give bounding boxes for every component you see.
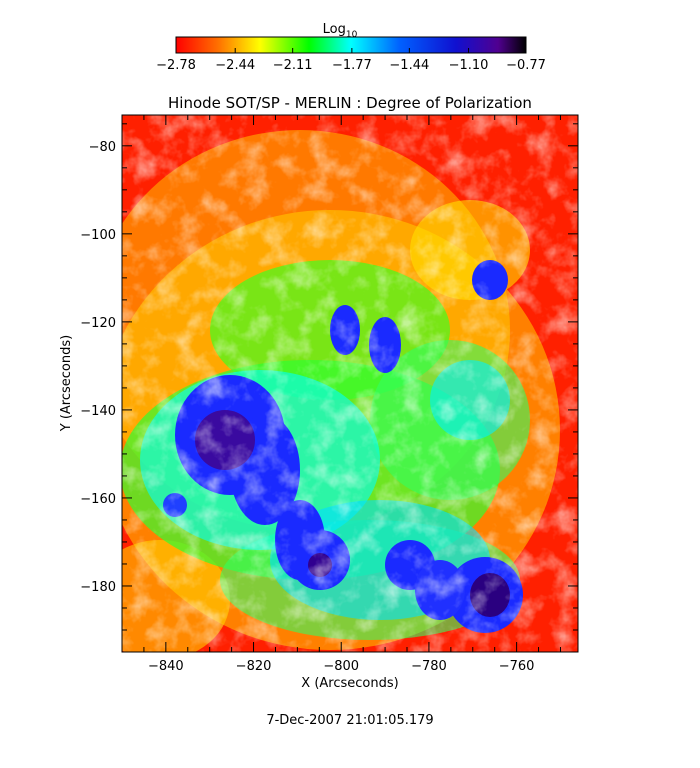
x-axis-ticks: −840 −820 −800 −780 −760 xyxy=(121,115,561,674)
x-tick-label: −780 xyxy=(411,659,447,674)
colorbar-ticks: −2.78 −2.44 −2.11 −1.77 −1.44 −1.10 −0.77 xyxy=(156,48,546,73)
y-tick-label: −180 xyxy=(80,580,116,595)
colorbar-tick-label: −2.78 xyxy=(156,58,196,73)
y-tick-label: −160 xyxy=(80,492,116,507)
chart-title: Hinode SOT/SP - MERLIN : Degree of Polar… xyxy=(168,94,532,112)
y-tick-label: −100 xyxy=(80,228,116,243)
x-tick-label: −760 xyxy=(499,659,535,674)
colorbar-label: Log10 xyxy=(323,22,358,40)
heatmap-image xyxy=(122,115,578,652)
y-axis-ticks: −80 −100 −120 −140 −160 −180 xyxy=(80,123,578,653)
colorbar-tick-label: −1.77 xyxy=(332,58,372,73)
timestamp: 7-Dec-2007 21:01:05.179 xyxy=(266,713,433,728)
colorbar-tick-label: −2.11 xyxy=(273,58,313,73)
colorbar-tick-label: −1.44 xyxy=(389,58,429,73)
y-tick-label: −120 xyxy=(80,316,116,331)
x-tick-label: −800 xyxy=(323,659,359,674)
y-axis-label: Y (Arcseconds) xyxy=(59,335,74,432)
colorbar xyxy=(175,36,527,54)
x-axis-label: X (Arcseconds) xyxy=(301,676,398,691)
x-tick-label: −820 xyxy=(236,659,272,674)
x-tick-label: −840 xyxy=(148,659,184,674)
y-tick-label: −140 xyxy=(80,404,116,419)
colorbar-tick-label: −0.77 xyxy=(506,58,546,73)
y-tick-label: −80 xyxy=(89,140,116,155)
colorbar-tick-label: −2.44 xyxy=(215,58,255,73)
plot-frame xyxy=(121,114,579,653)
colorbar-tick-label: −1.10 xyxy=(449,58,489,73)
